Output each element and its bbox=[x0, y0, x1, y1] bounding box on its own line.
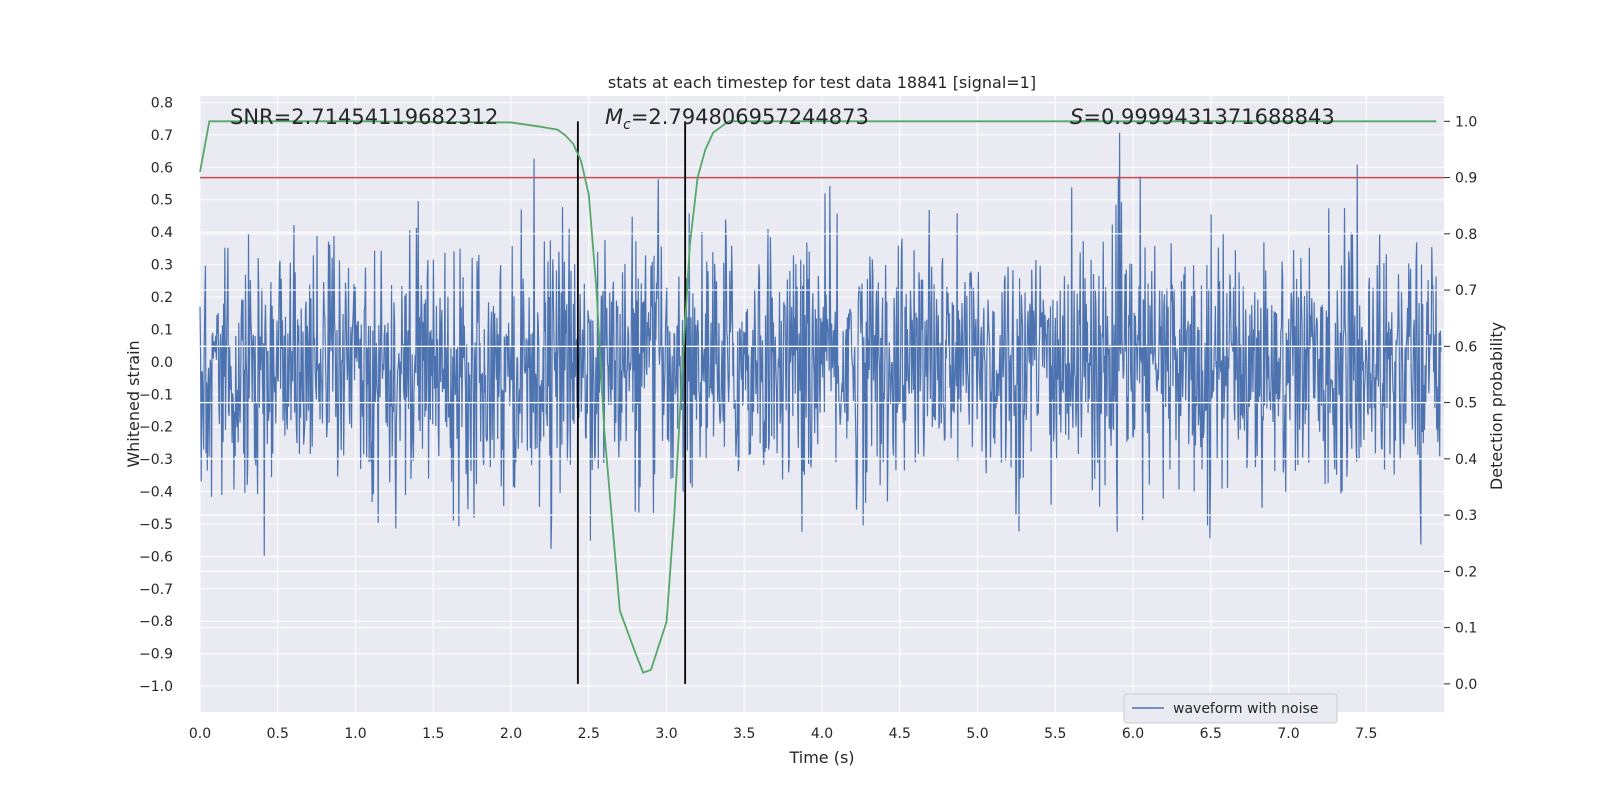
chirp-mass-subscript: c bbox=[623, 117, 631, 133]
y-tick-label-left: −0.9 bbox=[139, 647, 173, 663]
y-tick-label-left: 0.4 bbox=[151, 225, 173, 241]
y-tick-label-left: −0.7 bbox=[139, 582, 173, 598]
y-tick-label-left: −0.5 bbox=[139, 517, 173, 533]
x-tick-label: 6.5 bbox=[1200, 726, 1222, 742]
chirp-mass-symbol: M bbox=[605, 105, 623, 129]
y-tick-label-left: 0.5 bbox=[151, 193, 173, 209]
y-tick-label-right: 0.2 bbox=[1455, 564, 1477, 580]
s-annotation: S=0.9999431371688843 bbox=[1070, 105, 1335, 129]
x-tick-label: 2.5 bbox=[578, 726, 600, 742]
x-tick-label: 3.0 bbox=[655, 726, 677, 742]
x-tick-label: 7.5 bbox=[1355, 726, 1377, 742]
s-value: =0.9999431371688843 bbox=[1083, 105, 1334, 129]
legend-box bbox=[1123, 693, 1338, 724]
detection-probability-line bbox=[199, 120, 1437, 674]
x-tick-label: 4.0 bbox=[811, 726, 833, 742]
s-symbol: S bbox=[1070, 105, 1083, 129]
chirp-mass-value: =2.794806957244873 bbox=[631, 105, 869, 129]
chart-title: stats at each timestep for test data 188… bbox=[608, 73, 1036, 92]
x-tick-label: 6.0 bbox=[1122, 726, 1144, 742]
y-tick-label-right: 0.3 bbox=[1455, 508, 1477, 524]
x-tick-label: 0.0 bbox=[189, 726, 211, 742]
y-tick-label-left: 0.3 bbox=[151, 258, 173, 274]
legend-label: waveform with noise bbox=[1173, 701, 1318, 717]
y-tick-label-left: 0.8 bbox=[151, 95, 173, 111]
y-tick-label-left: −0.8 bbox=[139, 614, 173, 630]
snr-annotation: SNR=2.71454119682312 bbox=[230, 105, 498, 129]
x-tick-label: 2.0 bbox=[500, 726, 522, 742]
y-tick-label-right: 0.7 bbox=[1455, 283, 1477, 299]
y-tick-label-right: 0.6 bbox=[1455, 339, 1477, 355]
x-tick-label: 1.0 bbox=[344, 726, 366, 742]
y-tick-label-left: −1.0 bbox=[139, 679, 173, 695]
y-tick-label-left: −0.2 bbox=[139, 420, 173, 436]
x-tick-label: 7.0 bbox=[1277, 726, 1299, 742]
y-tick-label-right: 0.8 bbox=[1455, 227, 1477, 243]
y-tick-label-left: 0.2 bbox=[151, 290, 173, 306]
x-tick-label: 5.5 bbox=[1044, 726, 1066, 742]
y-tick-label-right: 1.0 bbox=[1455, 114, 1477, 130]
y-tick-label-left: −0.6 bbox=[139, 549, 173, 565]
chirp-mass-annotation: Mc=2.794806957244873 bbox=[605, 105, 869, 133]
legend: waveform with noise bbox=[1123, 693, 1338, 724]
y-axis-label-left: Whitened strain bbox=[124, 340, 143, 467]
y-tick-label-left: 0.1 bbox=[151, 322, 173, 338]
y-tick-label-right: 0.0 bbox=[1455, 677, 1477, 693]
y-axis-label-right: Detection probability bbox=[1487, 322, 1506, 490]
x-tick-label: 3.5 bbox=[733, 726, 755, 742]
y-tick-label-right: 0.5 bbox=[1455, 396, 1477, 412]
y-tick-label-left: 0.6 bbox=[151, 160, 173, 176]
y-tick-label-right: 0.4 bbox=[1455, 452, 1477, 468]
overlay-layer bbox=[199, 120, 1444, 684]
x-tick-label: 1.5 bbox=[422, 726, 444, 742]
x-tick-label: 5.0 bbox=[966, 726, 988, 742]
y-tick-label-left: 0.0 bbox=[151, 355, 173, 371]
waveform-with-noise-series bbox=[199, 132, 1442, 556]
y-tick-label-left: −0.4 bbox=[139, 485, 173, 501]
tick-layer: 0.0 0.5 1.0 1.5 2.0 2.5 3.0 3.5 4.0 4.5 5.0 5.5 6.0 6… bbox=[139, 95, 1477, 742]
x-tick-label: 0.5 bbox=[267, 726, 289, 742]
waveform-with-noise-line bbox=[199, 132, 1442, 556]
y-tick-label-right: 0.1 bbox=[1455, 621, 1477, 637]
y-tick-label-right: 0.9 bbox=[1455, 171, 1477, 187]
y-tick-label-left: −0.1 bbox=[139, 387, 173, 403]
y-tick-label-left: −0.3 bbox=[139, 452, 173, 468]
x-tick-label: 4.5 bbox=[889, 726, 911, 742]
y-tick-label-left: 0.7 bbox=[151, 128, 173, 144]
x-axis-label: Time (s) bbox=[788, 748, 854, 767]
